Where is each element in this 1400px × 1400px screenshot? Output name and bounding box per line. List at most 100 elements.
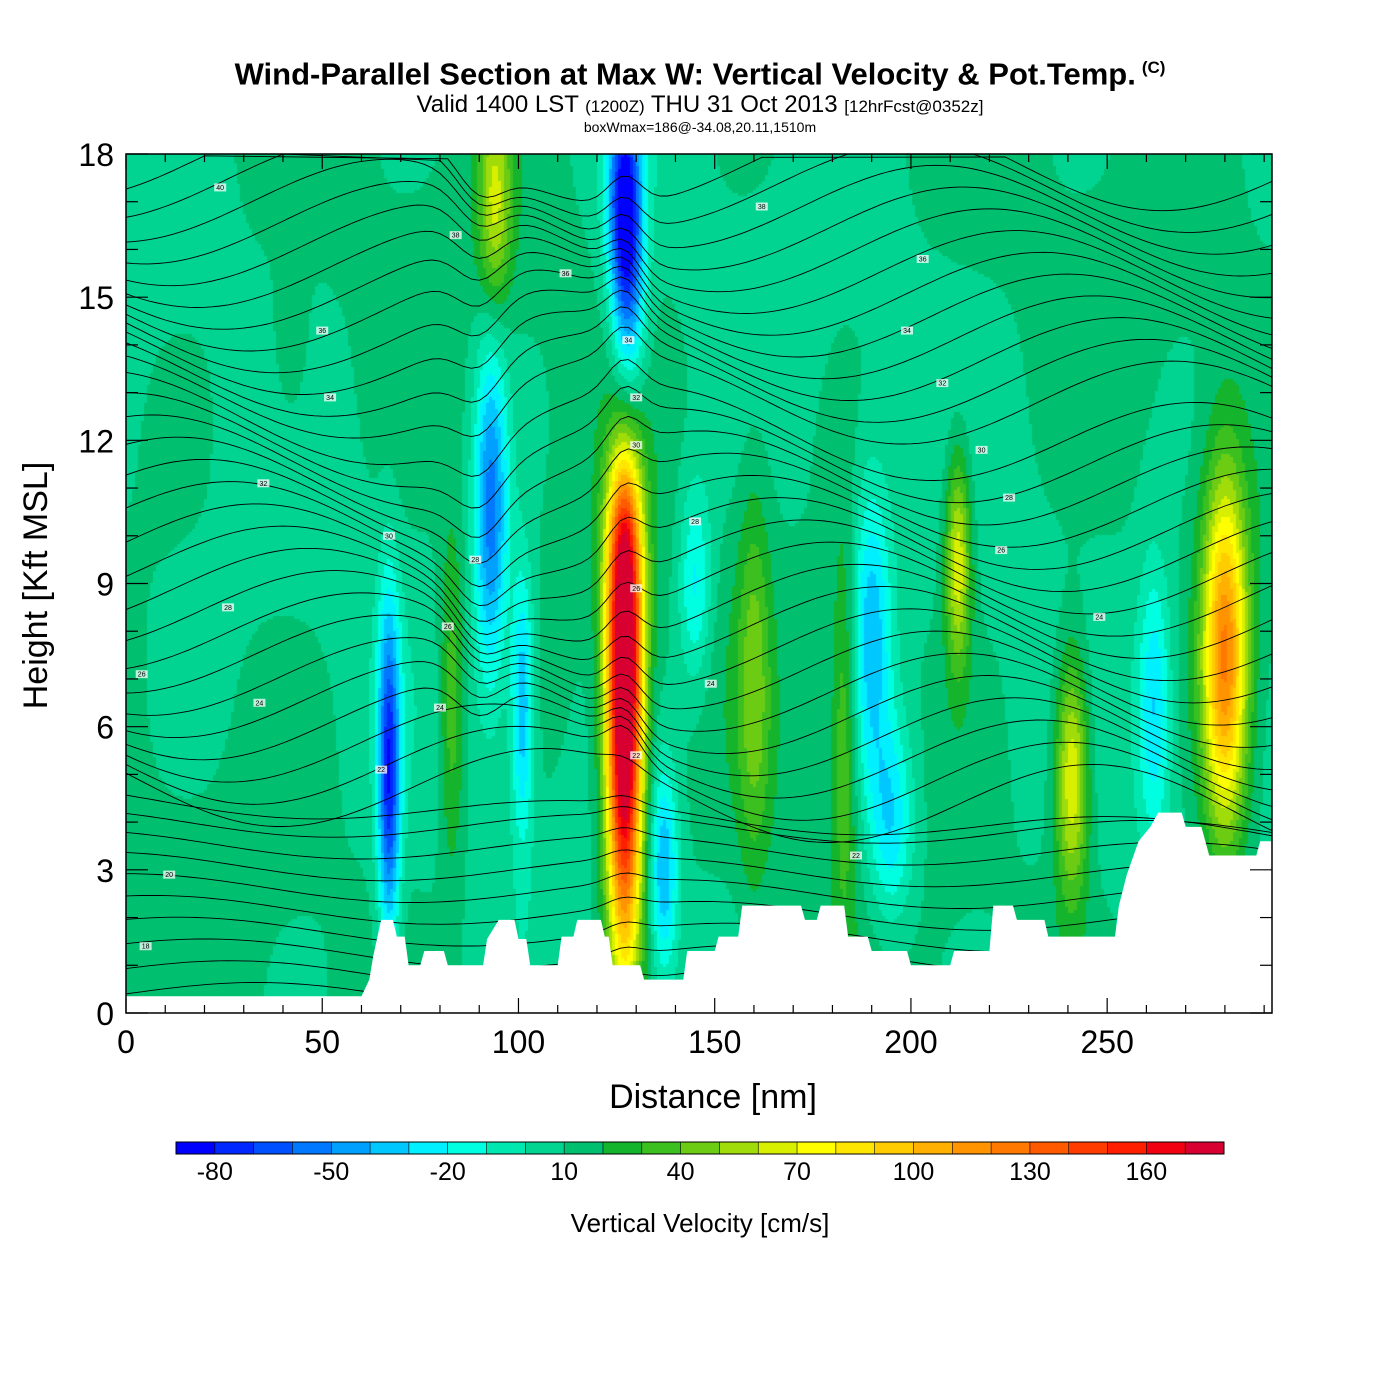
isentrope-line (125, 827, 1273, 866)
isentrope-label-bg (936, 379, 949, 388)
isentrope-label: 30 (978, 447, 986, 454)
copyright-mark: (C) (1141, 58, 1166, 77)
colorbar-tick-label: 10 (550, 1158, 578, 1186)
isentrope-line (125, 265, 1273, 358)
isentrope-line (125, 849, 1273, 888)
isentrope-label: 36 (562, 271, 570, 278)
isentrope-label-bg (324, 393, 337, 402)
colorbar-swatch (1185, 1142, 1225, 1154)
colorbar-tick-label: 40 (667, 1158, 695, 1186)
chart-title-text: Wind-Parallel Section at Max W: Vertical… (234, 56, 1136, 92)
isentrope-label-bg (222, 603, 235, 612)
y-tick-label: 18 (78, 137, 114, 173)
colorbar: -80 -50 -20 10 40 70 100 130 160 Vertical Velocit… (175, 1141, 1225, 1238)
isentrope-line (125, 592, 1273, 704)
isentrope-label-bg (901, 326, 914, 335)
isentrope-label-bg (559, 269, 572, 278)
colorbar-swatch (1029, 1142, 1070, 1154)
isentrope-line (125, 230, 1273, 319)
isentrope-label: 24 (436, 705, 444, 712)
isentrope-label-bg (630, 441, 643, 450)
colorbar-swatch (991, 1142, 1031, 1154)
isentrope-line (125, 748, 1273, 843)
isentrope-label-bg (849, 851, 862, 860)
x-tick-label: 150 (688, 1024, 741, 1060)
isentrope-line (125, 703, 1273, 807)
isentrope-line (125, 289, 1273, 401)
isentrope-label: 18 (142, 944, 150, 951)
isentrope-label-bg (441, 622, 454, 631)
isentrope-label-bg (316, 326, 329, 335)
y-tick-label: 15 (78, 280, 114, 316)
x-tick-label: 200 (884, 1024, 937, 1060)
x-tick-label: 100 (492, 1024, 545, 1060)
isentrope-label-bg (375, 765, 388, 774)
valid-time: Valid 1400 LST (1200Z) THU 31 Oct 2013 [… (0, 92, 1400, 120)
isentrope-label-bg (139, 942, 152, 951)
isentrope-line (125, 637, 1273, 748)
colorbar-swatch (370, 1142, 410, 1154)
isentrope-label: 32 (632, 395, 640, 402)
isentrope-label: 26 (444, 624, 452, 631)
isentrope-label-bg (755, 202, 768, 211)
isentrope-label-bg (630, 393, 643, 402)
isentrope-label: 26 (997, 548, 1005, 555)
colorbar-swatch (525, 1142, 565, 1154)
isentrope-line (125, 806, 1273, 844)
isentrope-label: 26 (632, 586, 640, 593)
isentrope-label-bg (257, 479, 270, 488)
chart-title: Wind-Parallel Section at Max W: Vertical… (0, 50, 1400, 92)
isentrope-line (125, 687, 1273, 791)
colorbar-swatch (176, 1142, 216, 1154)
x-tick-label: 0 (117, 1024, 135, 1060)
isentrope-label-bg (995, 546, 1008, 555)
colorbar-tick-label: 70 (783, 1158, 811, 1186)
isentrope-label: 32 (259, 481, 267, 488)
x-axis: 0 50 100 150 200 250 (117, 154, 1265, 1060)
isentrope-label: 24 (1095, 614, 1103, 621)
colorbar-swatch (408, 1142, 449, 1154)
colorbar-swatch (913, 1142, 953, 1154)
isentrope-line (125, 153, 1273, 233)
terrain (126, 812, 1272, 1013)
colorbar-swatch (486, 1142, 526, 1154)
y-tick-label: 6 (96, 710, 114, 746)
isentrope-label-bg (135, 670, 148, 679)
isentrope-label-bg (1003, 493, 1016, 502)
isentrope-label: 38 (758, 204, 766, 211)
forecast-info: [12hrFcst@0352z] (844, 97, 984, 117)
isentrope-label: 22 (377, 767, 385, 774)
isentrope-label-bg (449, 231, 462, 240)
isentrope-line (125, 204, 1273, 299)
isentrope-line (125, 385, 1273, 509)
isentrope-line (125, 155, 1273, 212)
colorbar-swatch (564, 1142, 604, 1154)
isentrope-line (126, 872, 1273, 909)
isentrope-label: 36 (919, 256, 927, 263)
isentrope-label: 28 (224, 605, 232, 612)
isentrope-label: 30 (632, 443, 640, 450)
isentrope-label: 24 (256, 700, 264, 707)
isentrope-label-bg (630, 584, 643, 593)
isentrope-line (125, 503, 1273, 622)
isentrope-label-bg (163, 870, 176, 879)
colorbar-swatch (292, 1142, 332, 1154)
isentrope-label-bg (630, 751, 643, 760)
isentrope-line (125, 661, 1273, 771)
isentrope-line (125, 436, 1273, 565)
isentrope-label: 28 (471, 557, 479, 564)
y-tick-label: 12 (78, 423, 114, 459)
colorbar-tick-label: 160 (1126, 1158, 1168, 1186)
isentrope-label-bg (214, 183, 227, 192)
isentrope-line (125, 894, 1273, 931)
isentrope-label-bg (253, 698, 266, 707)
isentrope-label: 34 (624, 338, 632, 345)
y-tick-label: 0 (96, 996, 114, 1032)
colorbar-swatch (641, 1142, 682, 1154)
isentrope-label-bg (382, 531, 395, 540)
colorbar-swatch (331, 1142, 371, 1154)
isentrope-label: 34 (903, 328, 911, 335)
isentrope-label: 26 (138, 672, 146, 679)
colorbar-swatch (797, 1142, 837, 1154)
